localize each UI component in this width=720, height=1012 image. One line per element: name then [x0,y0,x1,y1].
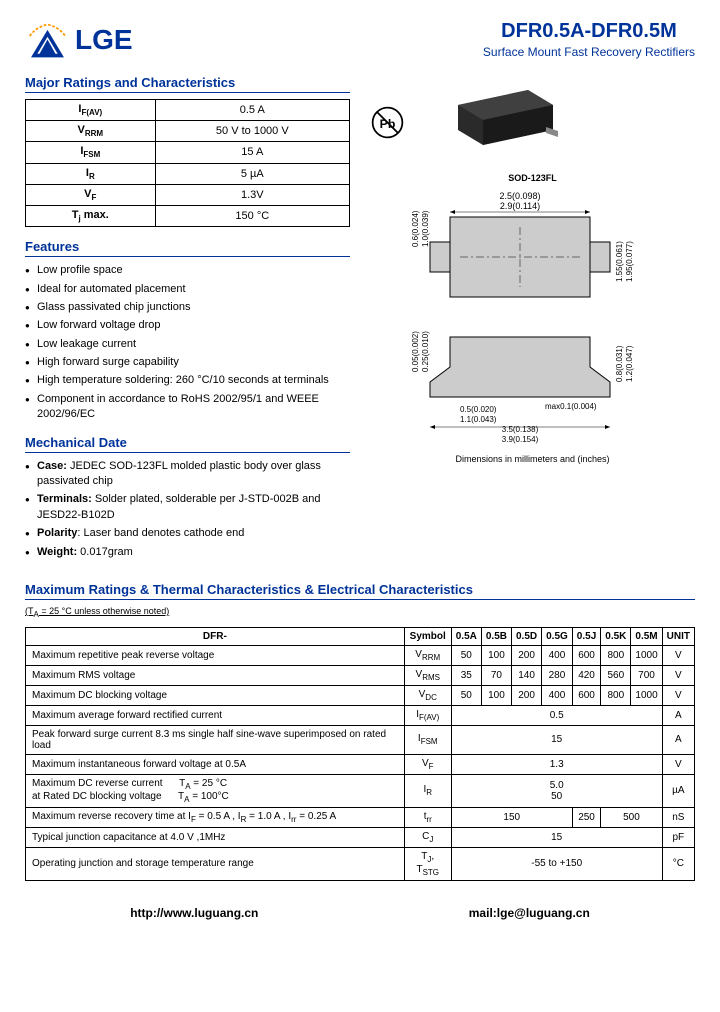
part-number: DFR0.5A-DFR0.5M [483,20,695,43]
features-title: Features [25,239,350,257]
svg-text:0.6(0.024): 0.6(0.024) [411,210,420,247]
chip-image [438,75,568,150]
package-diagram: SOD-123FL 2.5(0.098) 2.9(0.114) 0.6(0.02… [370,173,695,464]
svg-text:0.25(0.010): 0.25(0.010) [421,331,430,372]
svg-text:1.2(0.047): 1.2(0.047) [625,345,634,382]
mech-title: Mechanical Date [25,435,350,453]
footer-url: http://www.luguang.cn [130,906,258,920]
header: LGE DFR0.5A-DFR0.5M Surface Mount Fast R… [25,20,695,60]
title-area: DFR0.5A-DFR0.5M Surface Mount Fast Recov… [483,20,695,59]
svg-text:2.9(0.114): 2.9(0.114) [500,201,540,211]
svg-text:3.5(0.138): 3.5(0.138) [502,425,539,434]
dimension-note: Dimensions in millimeters and (inches) [370,454,695,464]
svg-text:2.5(0.098): 2.5(0.098) [499,191,540,201]
max-note: (TA = 25 °C unless otherwise noted) [25,606,695,619]
features-list: Low profile spaceIdeal for automated pla… [25,263,350,423]
footer: http://www.luguang.cn mail:lge@luguang.c… [25,906,695,920]
svg-text:0.5(0.020): 0.5(0.020) [460,405,497,414]
svg-text:1.0(0.039): 1.0(0.039) [421,210,430,247]
footer-mail: mail:lge@luguang.cn [469,906,590,920]
package-title: SOD-123FL [370,173,695,183]
ratings-table: IF(AV)0.5 AVRRM50 V to 1000 VIFSM15 AIR5… [25,99,350,227]
svg-text:3.9(0.154): 3.9(0.154) [502,435,539,444]
svg-text:0.05(0.002): 0.05(0.002) [411,331,420,372]
max-ratings-table: DFR-Symbol0.5A0.5B0.5D0.5G0.5J0.5K0.5MUN… [25,627,695,881]
svg-text:0.8(0.031): 0.8(0.031) [615,345,624,382]
ratings-title: Major Ratings and Characteristics [25,75,350,93]
svg-text:1.95(0.077): 1.95(0.077) [625,241,634,282]
max-ratings-title: Maximum Ratings & Thermal Characteristic… [25,582,695,600]
mech-list: Case: JEDEC SOD-123FL molded plastic bod… [25,459,350,560]
logo-text: LGE [75,24,133,56]
svg-text:1.1(0.043): 1.1(0.043) [460,415,497,424]
svg-text:1.55(0.061): 1.55(0.061) [615,241,624,282]
subtitle: Surface Mount Fast Recovery Rectifiers [483,45,695,59]
pb-free-icon: Pb [370,105,405,140]
svg-text:max0.1(0.004): max0.1(0.004) [545,402,597,411]
logo-area: LGE [25,20,133,60]
logo-icon [25,20,70,60]
